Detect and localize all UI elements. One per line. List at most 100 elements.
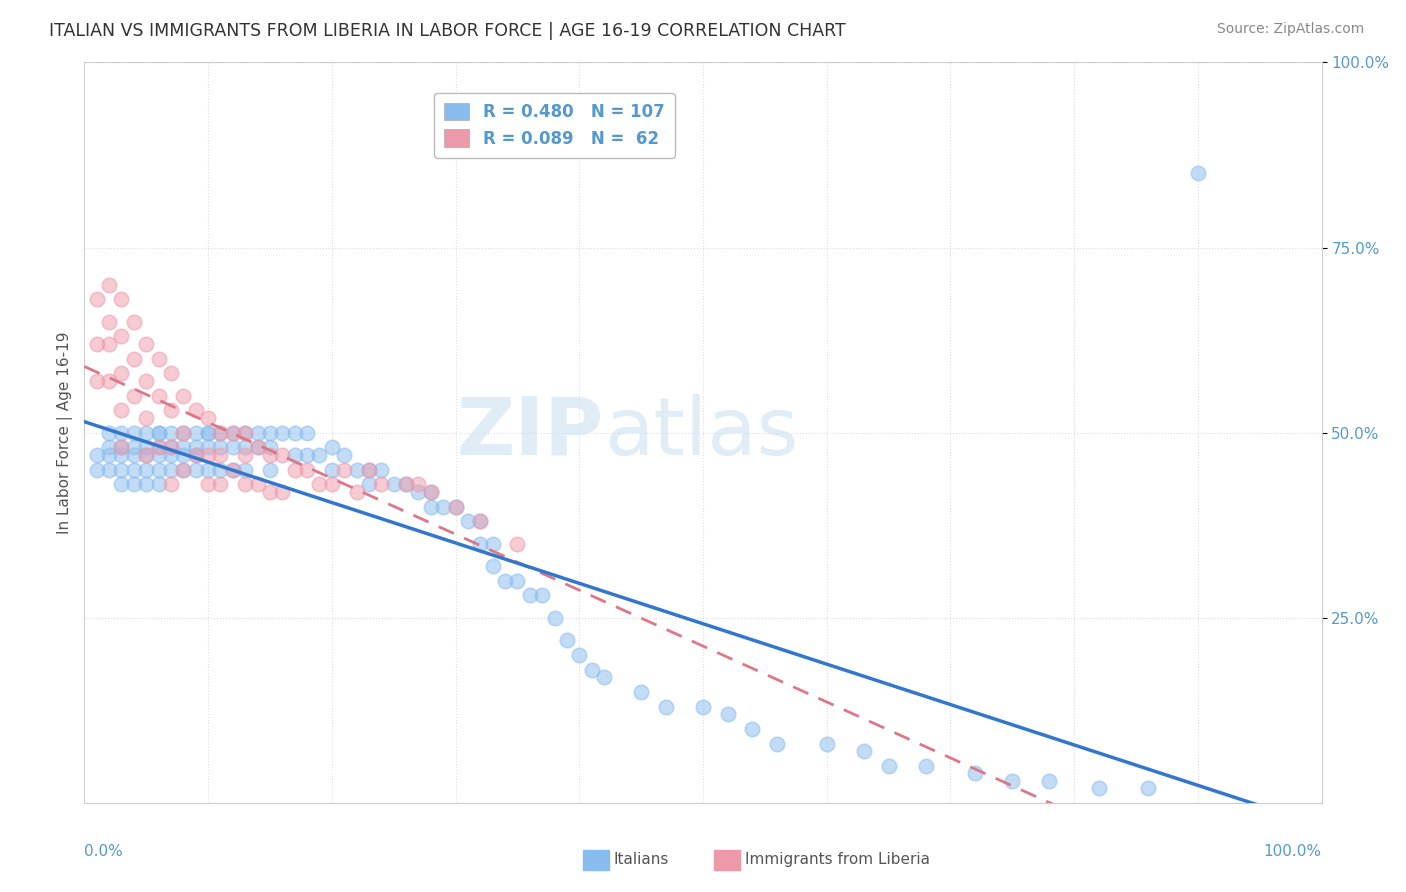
Point	[98, 425, 121, 440]
Point	[333, 448, 356, 462]
Point	[86, 374, 108, 388]
Point	[98, 277, 121, 292]
Point	[209, 425, 232, 440]
Text: 0.0%: 0.0%	[84, 844, 124, 858]
Point	[321, 477, 343, 491]
Point	[110, 462, 132, 476]
Point	[246, 441, 269, 455]
Point	[172, 448, 194, 462]
Point	[581, 663, 603, 677]
Point	[160, 425, 183, 440]
Point	[222, 462, 245, 476]
Point	[86, 448, 108, 462]
Point	[506, 536, 529, 550]
Point	[246, 477, 269, 491]
Point	[209, 425, 232, 440]
Point	[321, 462, 343, 476]
Point	[1187, 166, 1209, 180]
Point	[444, 500, 467, 514]
Point	[357, 462, 380, 476]
Point	[233, 462, 256, 476]
Point	[98, 336, 121, 351]
Point	[98, 462, 121, 476]
Point	[222, 462, 245, 476]
Point	[284, 462, 307, 476]
Point	[184, 425, 207, 440]
Point	[172, 462, 194, 476]
Point	[321, 441, 343, 455]
Point	[160, 367, 183, 381]
Point	[357, 477, 380, 491]
Point	[148, 388, 170, 402]
Point	[86, 462, 108, 476]
Point	[197, 441, 219, 455]
Point	[160, 441, 183, 455]
Point	[1137, 780, 1160, 795]
Point	[197, 462, 219, 476]
Point	[346, 462, 368, 476]
Point	[593, 670, 616, 684]
Point	[222, 441, 245, 455]
Point	[432, 500, 454, 514]
Point	[295, 462, 318, 476]
Point	[197, 448, 219, 462]
Point	[692, 699, 714, 714]
Point	[259, 484, 281, 499]
Point	[717, 706, 740, 721]
Text: ITALIAN VS IMMIGRANTS FROM LIBERIA IN LABOR FORCE | AGE 16-19 CORRELATION CHART: ITALIAN VS IMMIGRANTS FROM LIBERIA IN LA…	[49, 22, 846, 40]
Point	[395, 477, 418, 491]
Point	[965, 766, 987, 780]
Point	[408, 477, 430, 491]
Point	[419, 484, 441, 499]
Point	[197, 410, 219, 425]
Point	[222, 425, 245, 440]
Point	[160, 462, 183, 476]
Point	[148, 441, 170, 455]
Point	[815, 737, 838, 751]
Point	[172, 462, 194, 476]
Point	[160, 441, 183, 455]
Point	[148, 351, 170, 366]
Point	[408, 484, 430, 499]
Point	[259, 448, 281, 462]
Point	[271, 448, 294, 462]
Point	[135, 462, 157, 476]
Point	[481, 536, 503, 550]
Point	[259, 441, 281, 455]
Point	[259, 462, 281, 476]
Point	[222, 425, 245, 440]
Point	[135, 336, 157, 351]
Point	[246, 425, 269, 440]
Point	[357, 462, 380, 476]
Point	[333, 462, 356, 476]
Point	[1001, 773, 1024, 788]
Point	[110, 403, 132, 417]
Point	[233, 425, 256, 440]
Point	[531, 589, 554, 603]
Point	[184, 448, 207, 462]
Point	[122, 425, 145, 440]
Point	[148, 425, 170, 440]
Point	[122, 388, 145, 402]
Point	[246, 441, 269, 455]
Point	[766, 737, 789, 751]
Text: atlas: atlas	[605, 393, 799, 472]
Point	[395, 477, 418, 491]
Point	[172, 425, 194, 440]
Point	[209, 448, 232, 462]
Point	[148, 448, 170, 462]
Point	[457, 515, 479, 529]
Point	[110, 425, 132, 440]
Point	[370, 462, 392, 476]
Point	[135, 441, 157, 455]
Point	[184, 448, 207, 462]
Legend: R = 0.480   N = 107, R = 0.089   N =  62: R = 0.480 N = 107, R = 0.089 N = 62	[434, 93, 675, 158]
Point	[172, 425, 194, 440]
Point	[122, 351, 145, 366]
Point	[148, 462, 170, 476]
Point	[135, 410, 157, 425]
Point	[110, 293, 132, 307]
Point	[630, 685, 652, 699]
Point	[494, 574, 516, 588]
Point	[233, 425, 256, 440]
